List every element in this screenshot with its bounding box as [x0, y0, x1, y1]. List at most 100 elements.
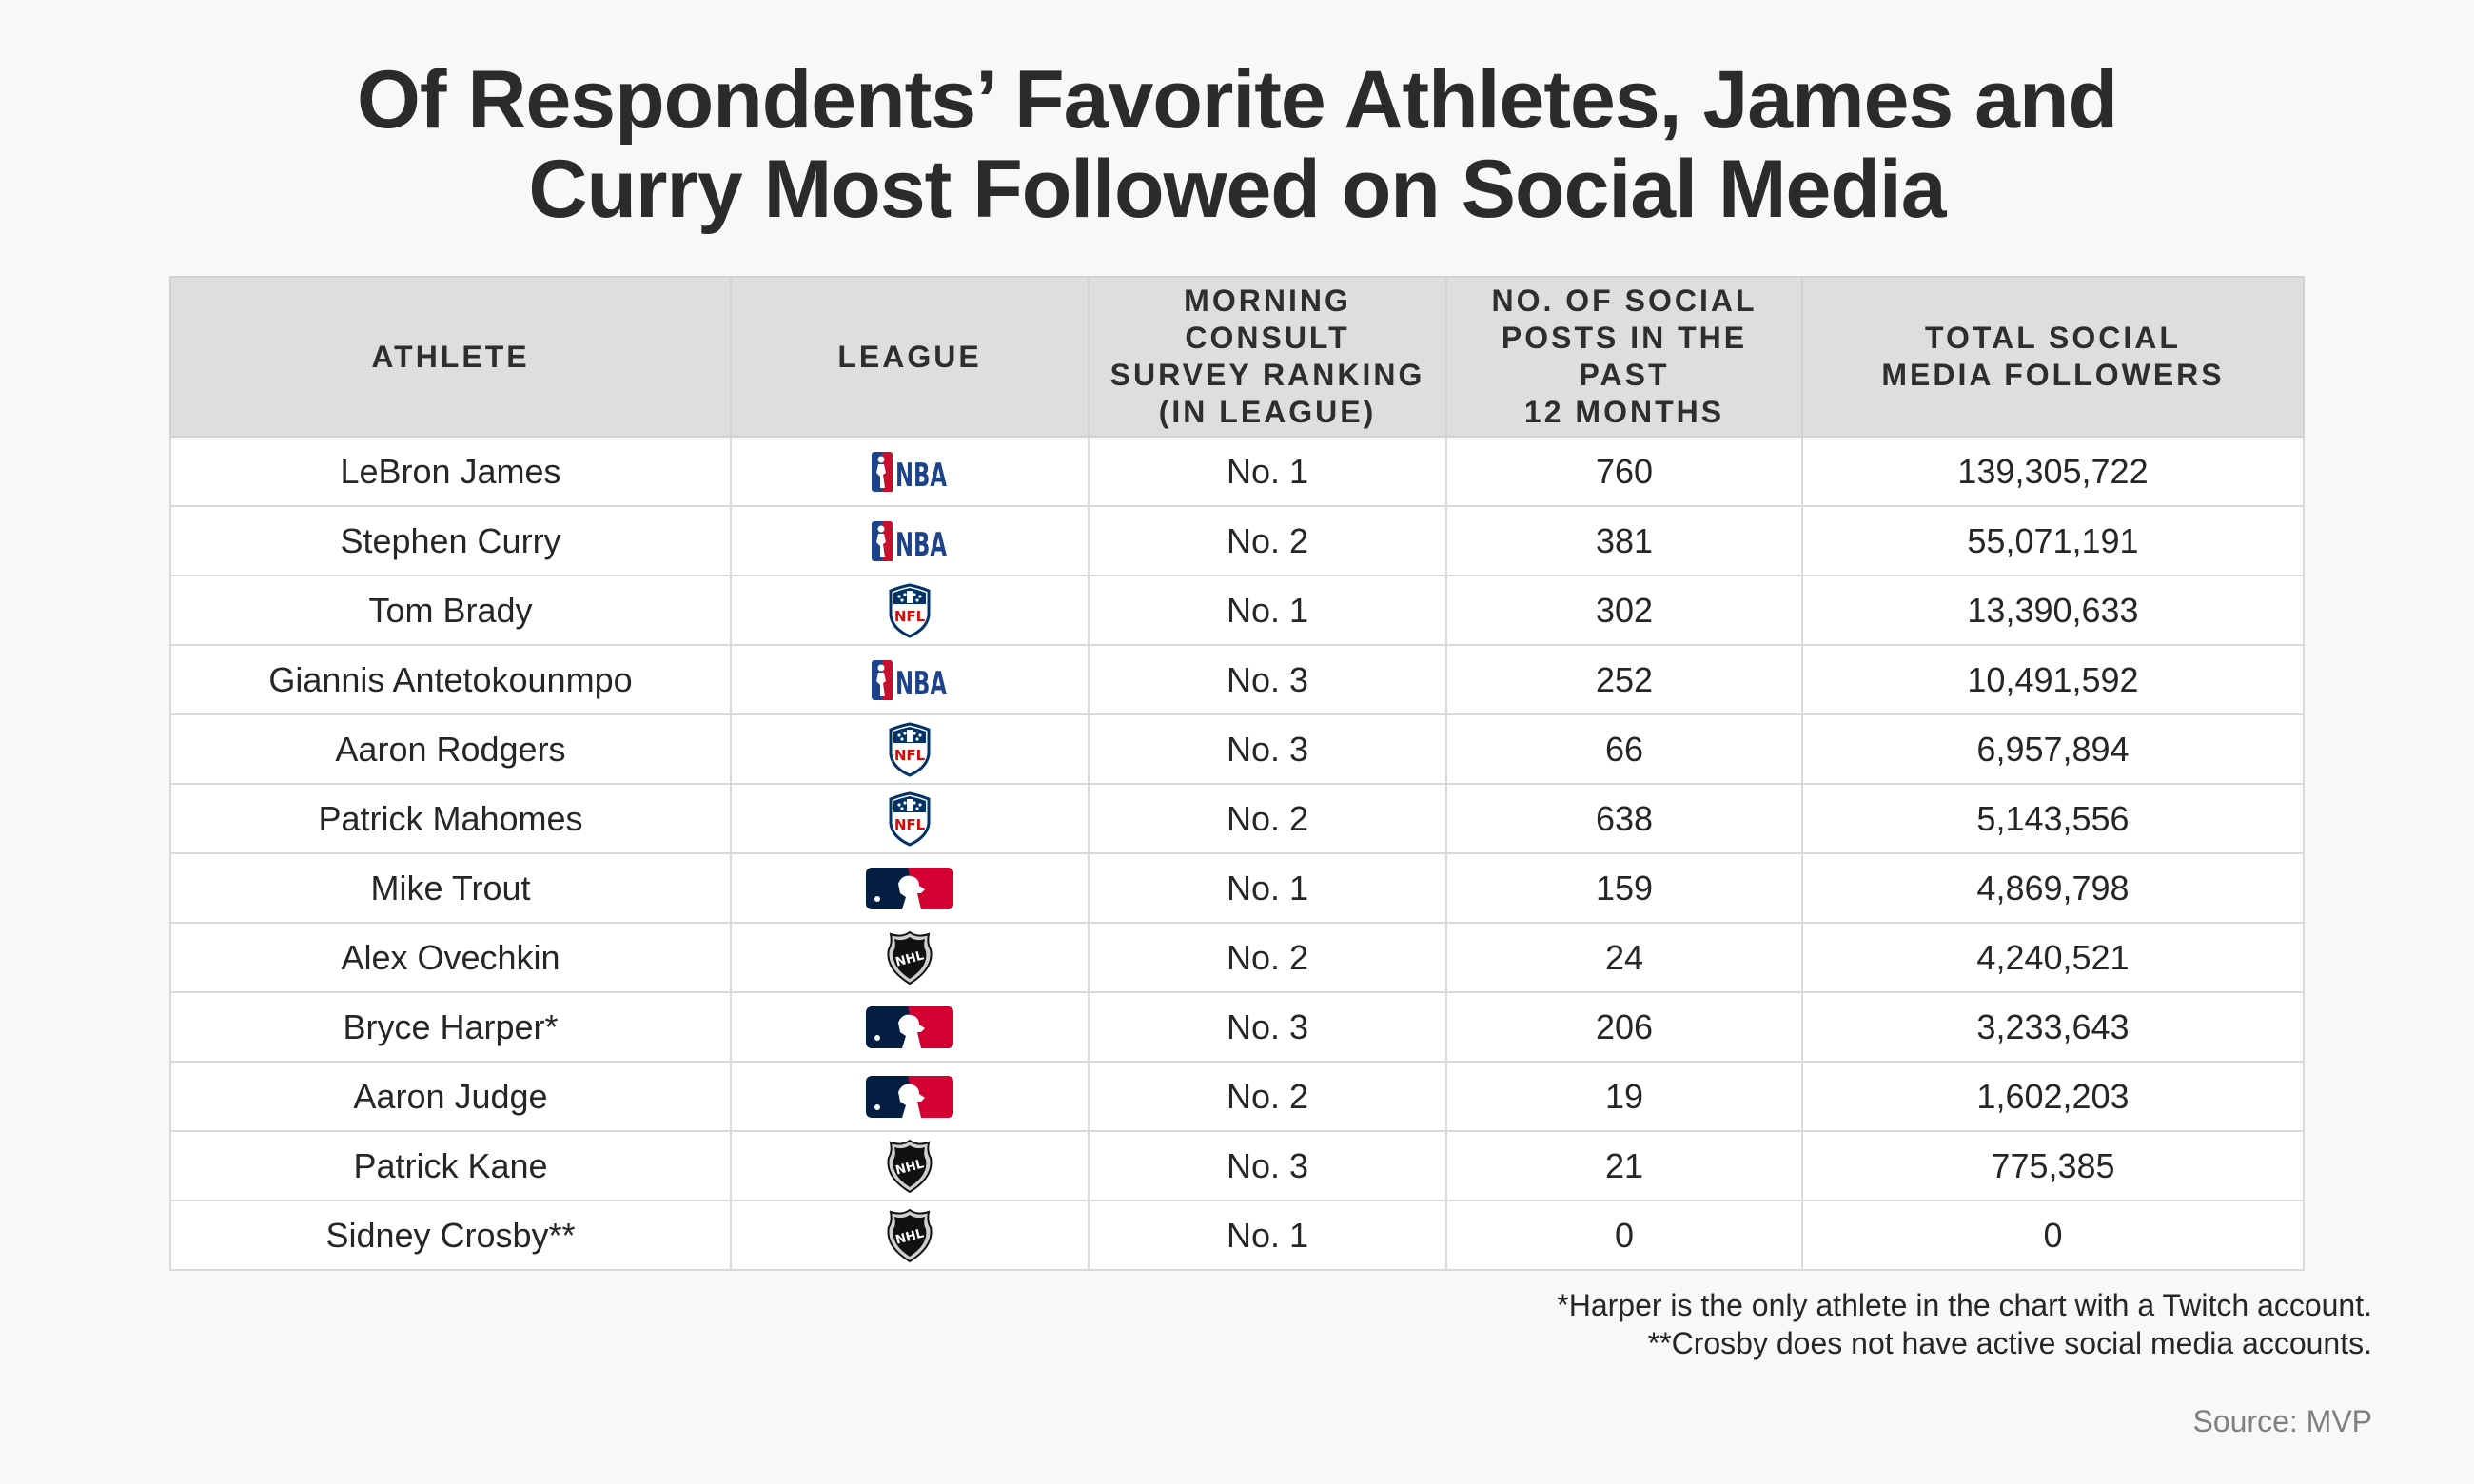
followers-cell-value: 10,491,592 [1967, 659, 2139, 699]
ranking-cell-value: No. 2 [1226, 1076, 1309, 1116]
footnotes: *Harper is the only athlete in the chart… [1557, 1286, 2372, 1362]
athlete-cell: Alex Ovechkin [169, 922, 732, 993]
nba-logo-icon: NBA [870, 657, 950, 702]
followers-cell: 6,957,894 [1801, 713, 2305, 785]
header-posts-line-3: 12 MONTHS [1523, 395, 1725, 429]
athlete-cell-value: Bryce Harper* [343, 1006, 559, 1046]
ranking-cell: No. 2 [1088, 783, 1447, 854]
athlete-cell-value: Aaron Judge [353, 1076, 548, 1116]
table-row: Stephen Curry NBA No. 2 381 55,071,191 [169, 505, 2305, 576]
posts-cell-value: 638 [1595, 798, 1654, 838]
league-cell: NBA [730, 644, 1090, 715]
posts-cell: 252 [1445, 644, 1803, 715]
ranking-cell: No. 3 [1088, 1130, 1447, 1201]
followers-cell-value: 6,957,894 [1976, 729, 2130, 769]
table-body: LeBron James NBA No. 1 760 139,305,722 Stephe… [169, 436, 2305, 1271]
followers-cell: 775,385 [1801, 1130, 2305, 1201]
league-cell: NFL [730, 783, 1090, 854]
athletes-table: ATHLETE LEAGUE MORNING CONSULT SURVEY RA… [169, 276, 2305, 1271]
league-cell: NHL [730, 922, 1090, 993]
header-ranking-line-3: (IN LEAGUE) [1158, 395, 1377, 429]
league-cell [730, 1061, 1090, 1132]
followers-cell: 4,240,521 [1801, 922, 2305, 993]
mlb-logo-icon [864, 1074, 955, 1118]
followers-cell-value: 4,869,798 [1976, 868, 2130, 908]
posts-cell-value: 252 [1595, 659, 1654, 699]
athlete-cell: Stephen Curry [169, 505, 732, 576]
athlete-cell: Patrick Mahomes [169, 783, 732, 854]
posts-cell: 302 [1445, 575, 1803, 646]
posts-cell-value: 66 [1604, 729, 1644, 769]
followers-cell: 55,071,191 [1801, 505, 2305, 576]
athlete-cell-value: Patrick Mahomes [318, 798, 583, 838]
header-followers-line-1: TOTAL SOCIAL [1925, 321, 2181, 355]
table-row: Bryce Harper* No. 3 206 3,233,643 [169, 991, 2305, 1063]
table-row: Mike Trout No. 1 159 4,869,798 [169, 852, 2305, 924]
posts-cell-value: 381 [1595, 520, 1654, 560]
followers-cell-value: 55,071,191 [1967, 520, 2139, 560]
athlete-cell-value: Mike Trout [370, 868, 531, 908]
followers-cell: 13,390,633 [1801, 575, 2305, 646]
svg-text:NFL: NFL [894, 747, 926, 764]
nba-logo-icon: NBA [870, 449, 950, 494]
ranking-cell-value: No. 3 [1226, 1145, 1309, 1185]
table-row: Sidney Crosby** NHL No. 1 0 0 [169, 1200, 2305, 1271]
athlete-cell: Sidney Crosby** [169, 1200, 732, 1271]
table-row: Tom Brady NFL No. 1 302 13,390,633 [169, 575, 2305, 646]
header-posts-line-1: NO. OF SOCIAL [1491, 283, 1757, 318]
svg-text:NBA: NBA [895, 665, 947, 702]
athlete-cell-value: Alex Ovechkin [341, 937, 560, 977]
nfl-logo-icon: NFL [887, 582, 933, 638]
svg-text:NBA: NBA [895, 526, 947, 563]
ranking-cell: No. 2 [1088, 922, 1447, 993]
posts-cell-value: 19 [1604, 1076, 1644, 1116]
athlete-cell-value: Sidney Crosby** [325, 1215, 576, 1255]
table-row: Alex Ovechkin NHL No. 2 24 4,240,521 [169, 922, 2305, 993]
followers-cell: 10,491,592 [1801, 644, 2305, 715]
header-posts-line-2: POSTS IN THE PAST [1501, 321, 1748, 392]
header-followers-line-2: MEDIA FOLLOWERS [1881, 358, 2225, 392]
ranking-cell-value: No. 1 [1226, 868, 1309, 908]
athlete-cell-value: Tom Brady [368, 590, 533, 630]
header-ranking: MORNING CONSULT SURVEY RANKING (IN LEAGU… [1088, 276, 1447, 438]
header-ranking-line-1: MORNING CONSULT [1184, 283, 1351, 355]
followers-cell: 3,233,643 [1801, 991, 2305, 1063]
posts-cell: 24 [1445, 922, 1803, 993]
posts-cell-value: 159 [1595, 868, 1654, 908]
athlete-cell-value: Aaron Rodgers [335, 729, 566, 769]
posts-cell: 381 [1445, 505, 1803, 576]
athlete-cell-value: Giannis Antetokounmpo [268, 659, 633, 699]
ranking-cell: No. 1 [1088, 575, 1447, 646]
ranking-cell-value: No. 1 [1226, 1215, 1309, 1255]
header-posts: NO. OF SOCIAL POSTS IN THE PAST 12 MONTH… [1445, 276, 1803, 438]
mlb-logo-icon [864, 1005, 955, 1048]
footnote-harper: *Harper is the only athlete in the chart… [1557, 1288, 2372, 1322]
table-row: Giannis Antetokounmpo NBA No. 3 252 10,491,5… [169, 644, 2305, 715]
ranking-cell: No. 3 [1088, 644, 1447, 715]
posts-cell: 638 [1445, 783, 1803, 854]
ranking-cell-value: No. 2 [1226, 937, 1309, 977]
league-cell [730, 991, 1090, 1063]
ranking-cell: No. 2 [1088, 505, 1447, 576]
ranking-cell-value: No. 1 [1226, 590, 1309, 630]
nfl-logo-icon: NFL [887, 791, 933, 847]
chart-title: Of Respondents’ Favorite Athletes, James… [0, 55, 2474, 234]
ranking-cell: No. 2 [1088, 1061, 1447, 1132]
source-note: Source: MVP [2192, 1404, 2372, 1438]
nfl-logo-icon: NFL [887, 721, 933, 777]
athlete-cell: Patrick Kane [169, 1130, 732, 1201]
header-league: LEAGUE [730, 276, 1090, 438]
athlete-cell: Tom Brady [169, 575, 732, 646]
mlb-logo-icon [864, 866, 955, 909]
nhl-logo-icon: NHL [885, 1208, 934, 1262]
athlete-cell: Aaron Rodgers [169, 713, 732, 785]
league-cell [730, 852, 1090, 924]
league-cell: NHL [730, 1130, 1090, 1201]
athlete-cell: Bryce Harper* [169, 991, 732, 1063]
nba-logo-icon: NBA [870, 518, 950, 563]
posts-cell-value: 760 [1595, 451, 1654, 491]
posts-cell: 159 [1445, 852, 1803, 924]
followers-cell-value: 13,390,633 [1967, 590, 2139, 630]
table-row: LeBron James NBA No. 1 760 139,305,722 [169, 436, 2305, 507]
posts-cell-value: 302 [1595, 590, 1654, 630]
